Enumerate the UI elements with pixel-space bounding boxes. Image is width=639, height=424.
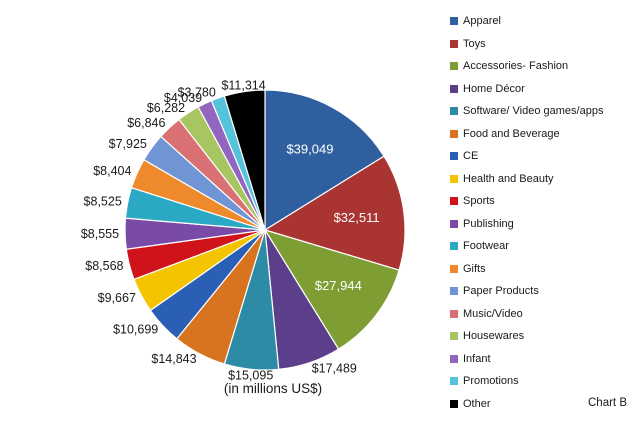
data-label-infant: $4,039 (164, 91, 202, 105)
pie-data-labels: $39,049 $32,511 $27,944 $17,489 $15,095 $14,8… (81, 79, 380, 383)
legend-label: Sports (463, 195, 495, 208)
data-label-other: $11,314 (221, 79, 265, 93)
legend-label: Other (463, 397, 491, 410)
legend-item-housewares: Housewares (450, 325, 630, 348)
legend-item-music-video: Music/Video (450, 303, 630, 326)
legend-swatch (450, 264, 458, 273)
legend-label: Infant (463, 352, 491, 365)
legend-label: CE (463, 150, 479, 163)
data-label-software-video-games-apps: $15,095 (228, 368, 273, 382)
legend-item-infant: Infant (450, 348, 630, 371)
legend-label: Promotions (463, 375, 519, 388)
slice-toys (263, 155, 406, 271)
legend-swatch (450, 377, 458, 386)
legend-swatch (450, 17, 458, 26)
data-label-housewares: $6,282 (147, 101, 185, 115)
legend-swatch (450, 242, 458, 251)
slice-other (223, 89, 266, 231)
data-label-publishing: $8,555 (81, 227, 119, 241)
legend-item-paper-products: Paper Products (450, 280, 630, 303)
legend-label: Publishing (463, 217, 514, 230)
data-label-toys: $32,511 (334, 210, 380, 225)
legend-item-publishing: Publishing (450, 213, 630, 236)
data-label-footwear: $8,525 (84, 195, 122, 209)
legend-item-food-and-beverage: Food and Beverage (450, 123, 630, 146)
data-label-gifts: $8,404 (93, 164, 131, 178)
legend-item-apparel: Apparel (450, 10, 630, 33)
legend-item-toys: Toys (450, 33, 630, 56)
data-label-promotions: $3,780 (178, 86, 216, 100)
legend-swatch (450, 309, 458, 318)
legend-swatch (450, 84, 458, 93)
legend-swatch (450, 62, 458, 71)
legend-label: Footwear (463, 240, 509, 253)
data-label-apparel: $39,049 (286, 141, 333, 156)
legend-label: Software/ Video games/apps (463, 105, 604, 118)
legend-swatch (450, 287, 458, 296)
legend-label: Housewares (463, 330, 525, 343)
legend-label: Toys (463, 37, 486, 50)
data-label-health-and-beauty: $9,667 (98, 291, 136, 305)
legend: Apparel Toys Accessories- Fashion Home Déco… (450, 10, 630, 415)
legend-item-sports: Sports (450, 190, 630, 213)
legend-swatch (450, 197, 458, 206)
legend-swatch (450, 174, 458, 183)
data-label-ce: $10,699 (113, 323, 158, 337)
legend-swatch (450, 354, 458, 363)
legend-item-home-d-cor: Home Décor (450, 78, 630, 101)
legend-swatch (450, 107, 458, 116)
legend-item-accessories-fashion: Accessories- Fashion (450, 55, 630, 78)
legend-item-ce: CE (450, 145, 630, 168)
data-label-food-and-beverage: $14,843 (151, 352, 196, 366)
legend-label: Health and Beauty (463, 172, 554, 185)
legend-swatch (450, 152, 458, 161)
slice-accessories-fashion (263, 228, 400, 350)
legend-label: Home Décor (463, 82, 525, 95)
legend-swatch (450, 129, 458, 138)
legend-label: Apparel (463, 15, 501, 28)
legend-swatch (450, 399, 458, 408)
slice-apparel (264, 89, 385, 232)
data-label-music-video: $6,846 (127, 116, 165, 130)
legend-label: Paper Products (463, 285, 539, 298)
legend-item-promotions: Promotions (450, 370, 630, 393)
legend-swatch (450, 219, 458, 228)
legend-label: Food and Beverage (463, 127, 560, 140)
data-label-accessories-fashion: $27,944 (315, 278, 362, 293)
data-label-sports: $8,568 (85, 259, 123, 273)
legend-item-software-video-games-apps: Software/ Video games/apps (450, 100, 630, 123)
unit-note: (in millions US$) (223, 381, 323, 396)
legend-item-footwear: Footwear (450, 235, 630, 258)
data-label-home-d-cor: $17,489 (312, 361, 357, 375)
pie-slices (124, 89, 406, 371)
data-label-paper-products: $7,925 (109, 137, 147, 151)
legend-label: Gifts (463, 262, 486, 275)
legend-swatch (450, 332, 458, 341)
legend-swatch (450, 39, 458, 48)
legend-item-health-and-beauty: Health and Beauty (450, 168, 630, 191)
legend-label: Music/Video (463, 307, 523, 320)
legend-item-gifts: Gifts (450, 258, 630, 281)
legend-label: Accessories- Fashion (463, 60, 569, 73)
legend-item-other: Other (450, 393, 630, 416)
chart-tag: Chart B (588, 397, 627, 409)
